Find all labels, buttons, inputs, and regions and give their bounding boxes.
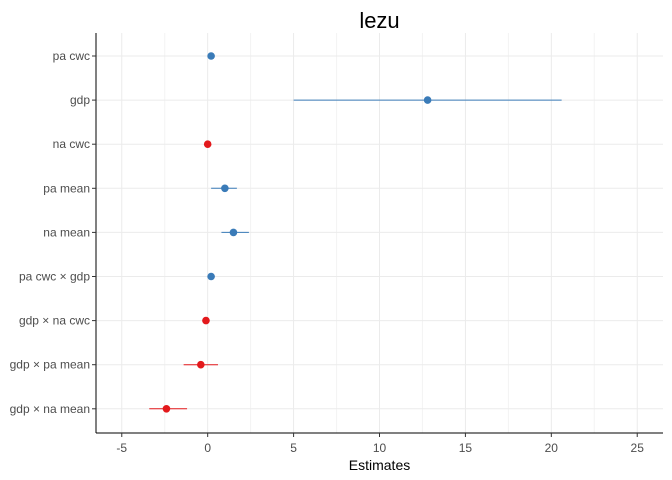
- estimate-point: [221, 184, 229, 193]
- y-tick-labels: pa cwc gdp na cwc pa mean na mean pa cwc × gd…: [10, 49, 96, 416]
- x-tick-label: 15: [459, 441, 473, 455]
- term-estimate: [203, 140, 212, 148]
- estimate-point: [203, 140, 212, 148]
- estimate-point: [162, 405, 171, 413]
- y-tick-label: pa cwc × gdp: [19, 270, 90, 284]
- x-tick-label: 25: [631, 441, 645, 455]
- chart-title: lezu: [359, 8, 399, 33]
- x-tick-label: 0: [204, 441, 211, 455]
- x-tick-label: 20: [545, 441, 559, 455]
- term-estimate: [221, 228, 249, 237]
- term-estimate: [183, 360, 218, 369]
- term-estimate: [207, 272, 215, 281]
- y-tick-label: pa cwc: [53, 49, 90, 63]
- estimate-point: [229, 228, 238, 237]
- y-tick-label: gdp × na cwc: [19, 314, 90, 328]
- estimate-point: [207, 272, 215, 281]
- y-tick-label: na mean: [43, 225, 90, 239]
- y-tick-label: gdp × na mean: [10, 402, 90, 416]
- x-tick-label: -5: [116, 441, 127, 455]
- term-estimate: [207, 52, 215, 60]
- term-estimate: [149, 405, 188, 413]
- term-estimate: [293, 96, 562, 104]
- x-axis-title: Estimates: [349, 457, 410, 473]
- y-tick-label: gdp × pa mean: [10, 358, 90, 372]
- term-estimate: [211, 184, 237, 193]
- estimate-point: [197, 360, 205, 369]
- estimate-point: [202, 316, 210, 325]
- y-tick-label: na cwc: [53, 137, 90, 151]
- y-tick-label: gdp: [70, 93, 90, 107]
- x-tick-label: 10: [373, 441, 387, 455]
- estimate-marks: [149, 52, 562, 413]
- term-estimate: [202, 316, 210, 325]
- y-tick-label: pa mean: [43, 181, 90, 195]
- x-tick-labels: -5 0 5 10 15 20 25: [116, 433, 644, 455]
- estimate-point: [423, 96, 432, 104]
- grid-lines: [96, 33, 663, 433]
- estimate-point: [207, 52, 215, 60]
- x-tick-label: 5: [290, 441, 297, 455]
